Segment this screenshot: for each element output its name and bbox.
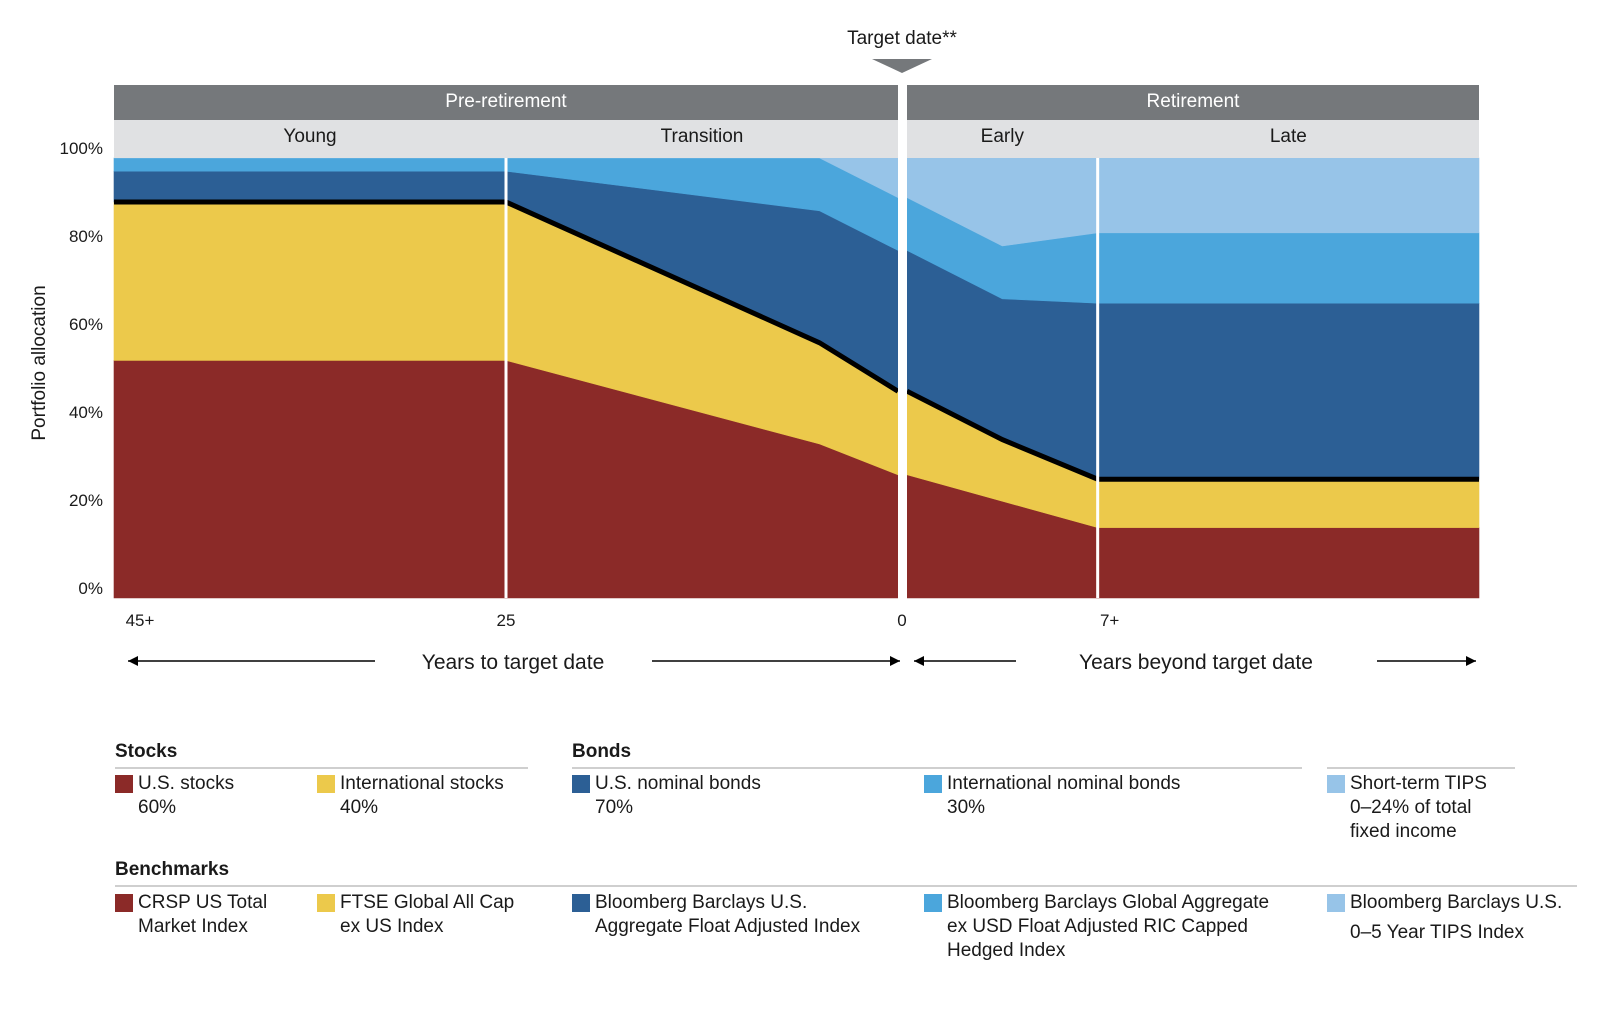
legend-label: 70% bbox=[595, 797, 634, 818]
legend-label: 40% bbox=[340, 797, 379, 818]
arrow-left-pre-head bbox=[128, 656, 138, 666]
benchmarks-rule bbox=[115, 885, 1577, 887]
stage-label: Transition bbox=[661, 126, 744, 147]
legend-label: ex USD Float Adjusted RIC Capped bbox=[947, 916, 1248, 937]
phase-label: Pre-retirement bbox=[445, 91, 567, 112]
legend-swatch bbox=[115, 894, 133, 912]
legend-swatch bbox=[924, 775, 942, 793]
tips-rule bbox=[1327, 767, 1515, 769]
stocks-rule bbox=[115, 767, 528, 769]
x-tick-label: 7+ bbox=[1100, 611, 1119, 630]
stock-bond-divider-right bbox=[905, 388, 1479, 482]
y-tick-label: 60% bbox=[69, 315, 103, 334]
stage-label: Late bbox=[1270, 126, 1307, 147]
legend-swatch bbox=[572, 775, 590, 793]
legend-label: ex US Index bbox=[340, 916, 444, 937]
legend-label: U.S. stocks bbox=[138, 773, 235, 794]
stage-label: Early bbox=[981, 126, 1025, 147]
legend-swatch bbox=[317, 894, 335, 912]
legend-label: International stocks bbox=[340, 773, 504, 794]
legend-swatch bbox=[1327, 775, 1345, 793]
legend-label: Hedged Index bbox=[947, 940, 1066, 961]
x-tick-label: 0 bbox=[897, 611, 906, 630]
y-axis-label: Portfolio allocation bbox=[29, 285, 50, 440]
legend-label: CRSP US Total bbox=[138, 892, 268, 913]
arrow-right-post-head bbox=[1466, 656, 1476, 666]
legend-swatch bbox=[317, 775, 335, 793]
legend-swatch bbox=[924, 894, 942, 912]
y-tick-label: 80% bbox=[69, 227, 103, 246]
legend-label: fixed income bbox=[1350, 821, 1457, 842]
legend-label: Bloomberg Barclays U.S. bbox=[595, 892, 808, 913]
legend-swatch bbox=[1327, 894, 1345, 912]
y-tick-label: 40% bbox=[69, 403, 103, 422]
allocation-chart: Pre-retirement Retirement Young Transition E… bbox=[29, 28, 1480, 674]
target-date-gap bbox=[898, 85, 907, 605]
legend-label: 0–24% of total bbox=[1350, 797, 1472, 818]
legend-label: Aggregate Float Adjusted Index bbox=[595, 916, 861, 937]
legend-label: Bloomberg Barclays U.S. bbox=[1350, 892, 1563, 913]
stock-bond-divider-left bbox=[114, 199, 900, 394]
y-tick-label: 20% bbox=[69, 491, 103, 510]
legend-label: Bloomberg Barclays Global Aggregate bbox=[947, 892, 1270, 913]
legend-swatch bbox=[572, 894, 590, 912]
legend-label: 0–5 Year TIPS Index bbox=[1350, 922, 1524, 943]
target-date-arrow bbox=[872, 59, 932, 73]
stage-label: Young bbox=[283, 126, 336, 147]
y-tick-label: 0% bbox=[78, 579, 103, 598]
target-date-label: Target date** bbox=[847, 28, 957, 49]
phase-header bbox=[114, 85, 898, 120]
phase-header bbox=[907, 85, 1479, 120]
bonds-title: Bonds bbox=[572, 741, 632, 762]
arrow-right-pre-head bbox=[890, 656, 900, 666]
legend-label: International nominal bonds bbox=[947, 773, 1181, 794]
x-tick-label: 45+ bbox=[126, 611, 155, 630]
area-short-term-tips-right bbox=[906, 157, 1480, 247]
legend-label: FTSE Global All Cap bbox=[340, 892, 515, 913]
legend-swatch bbox=[115, 775, 133, 793]
benchmarks-title: Benchmarks bbox=[115, 859, 230, 880]
legend-label: U.S. nominal bonds bbox=[595, 773, 761, 794]
stage-header bbox=[907, 120, 1479, 158]
legend-label: 30% bbox=[947, 797, 986, 818]
stocks-title: Stocks bbox=[115, 741, 178, 762]
legend-label: 60% bbox=[138, 797, 177, 818]
x-tick-label: 25 bbox=[497, 611, 516, 630]
phase-label: Retirement bbox=[1147, 91, 1241, 112]
legend-label: Market Index bbox=[138, 916, 248, 937]
legend-label: Short-term TIPS bbox=[1350, 773, 1487, 794]
years-to-target-label: Years to target date bbox=[422, 651, 605, 674]
years-beyond-target-label: Years beyond target date bbox=[1079, 651, 1313, 674]
bonds-rule bbox=[572, 767, 1302, 769]
arrow-left-post-head bbox=[914, 656, 924, 666]
stage-header bbox=[114, 120, 898, 158]
y-tick-label: 100% bbox=[60, 139, 103, 158]
